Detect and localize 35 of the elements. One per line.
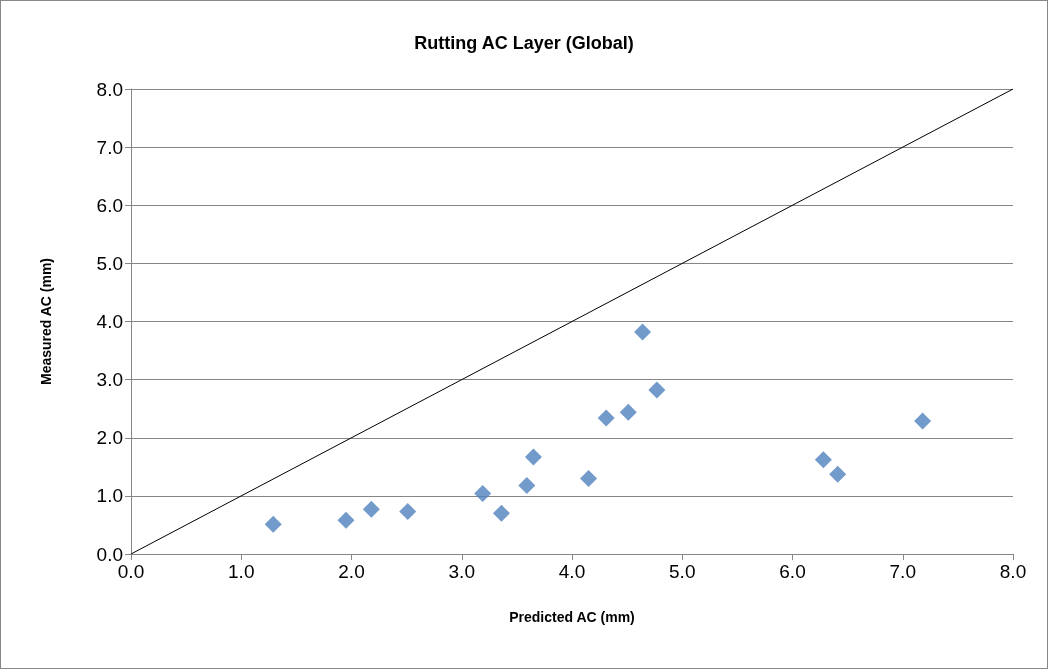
- point: [814, 451, 832, 469]
- y-tick-label: 7.0: [96, 136, 123, 158]
- y-tick-label: 8.0: [96, 78, 123, 100]
- point: [399, 503, 417, 521]
- x-tick-label: 1.0: [228, 561, 255, 582]
- point: [619, 403, 637, 421]
- y-tick-label: 4.0: [96, 311, 123, 332]
- x-tick-label: 3.0: [448, 561, 475, 582]
- point: [829, 465, 847, 483]
- point: [264, 515, 282, 533]
- y-axis-title: Measured AC (mm): [38, 257, 54, 386]
- x-tick-label: 2.0: [338, 561, 365, 582]
- point: [492, 504, 510, 522]
- chart-title: Rutting AC Layer (Global): [414, 33, 634, 53]
- x-tick-label: 6.0: [779, 561, 806, 582]
- point: [337, 511, 355, 529]
- x-tick-label: 4.0: [558, 561, 586, 582]
- point: [362, 500, 380, 518]
- y-tick-label: 3.0: [96, 369, 123, 391]
- point: [597, 409, 615, 427]
- point: [474, 485, 492, 503]
- x-tick-label: 8.0: [999, 561, 1027, 582]
- point: [648, 381, 666, 399]
- y-tick-label: 5.0: [96, 252, 123, 274]
- point: [634, 323, 652, 341]
- y-tick-label: 1.0: [96, 485, 123, 507]
- point: [914, 412, 932, 430]
- point: [524, 448, 542, 466]
- x-tick-label: 5.0: [669, 561, 696, 582]
- x-axis-title: Predicted AC (mm): [509, 609, 635, 625]
- y-tick-label: 6.0: [96, 194, 123, 216]
- x-tick-label: 7.0: [889, 561, 916, 582]
- y-tick-label: 2.0: [96, 427, 123, 449]
- point: [518, 476, 536, 494]
- point: [580, 469, 598, 487]
